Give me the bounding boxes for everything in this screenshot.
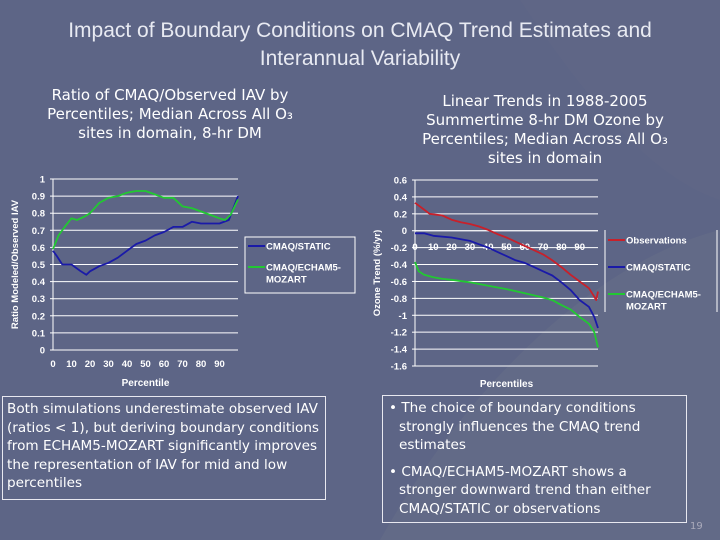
y-tick-label: 0 <box>40 346 45 357</box>
legend-label: MOZART <box>266 275 307 286</box>
legend-label: CMAQ/ECHAM5- <box>266 263 341 274</box>
y-tick-label: 0.9 <box>32 192 45 203</box>
y-tick-label: 0.2 <box>394 209 407 220</box>
legend-box <box>244 236 356 294</box>
legend-label: CMAQ/ECHAM5- <box>626 290 701 301</box>
legend-label: CMAQ/STATIC <box>626 263 691 274</box>
heading-line: sites in domain, 8-hr DM <box>78 124 262 142</box>
heading-line: Percentiles; Median Across All O₃ <box>422 130 668 148</box>
x-tick-label: 10 <box>428 242 439 253</box>
series-line-cmaq-echam5-mozart <box>52 190 239 250</box>
y-tick-label: -1 <box>399 311 408 322</box>
heading-line: Summertime 8-hr DM Ozone by <box>426 111 664 129</box>
legend-label: MOZART <box>626 302 667 313</box>
y-tick-label: 0.5 <box>32 260 46 271</box>
y-tick-label: -0.2 <box>391 243 407 254</box>
y-axis-title: Ratio Modeled/Observed IAV <box>10 199 21 329</box>
x-tick-label: 20 <box>446 242 457 253</box>
x-tick-label: 10 <box>66 359 77 370</box>
y-tick-label: 1 <box>40 175 46 186</box>
heading-line: sites in domain <box>487 149 603 167</box>
series-line-cmaq-static <box>52 195 239 276</box>
series-line-observations <box>414 202 599 302</box>
heading-line: Linear Trends in 1988-2005 <box>442 92 648 110</box>
y-tick-label: -1.2 <box>391 328 407 339</box>
x-tick-label: 30 <box>465 242 476 253</box>
bullet-text: The choice of boundary conditions strong… <box>399 400 641 453</box>
right-chart-heading: Linear Trends in 1988-2005 Summertime 8-… <box>395 92 695 168</box>
y-tick-label: 0.7 <box>32 226 45 237</box>
legend-label: CMAQ/STATIC <box>266 242 331 253</box>
y-tick-label: 0.4 <box>32 277 46 288</box>
y-tick-label: -0.4 <box>391 260 408 271</box>
left-text-box: Both simulations underestimate observed … <box>2 396 326 500</box>
heading-line: Percentiles; Median Across All O₃ <box>47 105 293 123</box>
left-chart-heading: Ratio of CMAQ/Observed IAV by Percentile… <box>20 86 320 143</box>
series-line-cmaq-static <box>415 232 599 329</box>
x-tick-label: 80 <box>556 242 567 253</box>
x-tick-label: 40 <box>122 359 133 370</box>
y-tick-label: 0.4 <box>394 192 408 203</box>
slide-title: Impact of Boundary Conditions on CMAQ Tr… <box>0 17 720 73</box>
x-tick-label: 60 <box>159 359 170 370</box>
page-number: 19 <box>690 521 703 532</box>
x-tick-label: 50 <box>501 242 512 253</box>
y-tick-label: 0.6 <box>394 176 407 187</box>
x-tick-label: 80 <box>196 359 207 370</box>
title-line-1: Impact of Boundary Conditions on CMAQ Tr… <box>68 19 652 42</box>
legend-label: Observations <box>626 236 687 247</box>
x-tick-label: 90 <box>574 242 585 253</box>
x-tick-label: 90 <box>214 359 225 370</box>
heading-line: Ratio of CMAQ/Observed IAV by <box>51 86 289 104</box>
x-tick-label: 0 <box>50 359 55 370</box>
y-tick-label: -1.6 <box>391 362 407 373</box>
x-axis-title: Percentile <box>122 378 170 389</box>
y-tick-label: 0.6 <box>32 243 45 254</box>
series-line-cmaq-echam5-mozart <box>414 261 599 348</box>
y-tick-label: 0.3 <box>32 294 45 305</box>
y-axis-title: Ozone Trend (%/yr) <box>372 230 383 317</box>
x-tick-label: 60 <box>520 242 531 253</box>
y-tick-label: 0 <box>402 226 407 237</box>
bullet-text: CMAQ/ECHAM5-MOZART shows a stronger down… <box>399 463 651 517</box>
x-tick-label: 70 <box>177 359 188 370</box>
x-tick-label: 50 <box>140 359 151 370</box>
y-tick-label: 0.1 <box>32 328 46 339</box>
left-summary-text: Both simulations underestimate observed … <box>7 401 320 491</box>
x-tick-label: 70 <box>538 242 549 253</box>
y-tick-label: -0.6 <box>391 277 407 288</box>
y-tick-label: 0.2 <box>32 311 45 322</box>
y-tick-label: 0.8 <box>32 209 45 220</box>
x-tick-label: 20 <box>85 359 96 370</box>
x-axis-title: Percentiles <box>480 379 534 390</box>
bullet-item: • CMAQ/ECHAM5-MOZART shows a stronger do… <box>389 463 651 517</box>
title-line-2: Interannual Variability <box>259 47 461 70</box>
x-tick-label: 30 <box>103 359 114 370</box>
x-tick-label: 0 <box>412 242 417 253</box>
y-tick-label: -0.8 <box>391 294 407 305</box>
bullet-item: • The choice of boundary conditions stro… <box>389 400 641 453</box>
y-tick-label: -1.4 <box>391 345 408 356</box>
right-text-box: • The choice of boundary conditions stro… <box>382 395 687 523</box>
